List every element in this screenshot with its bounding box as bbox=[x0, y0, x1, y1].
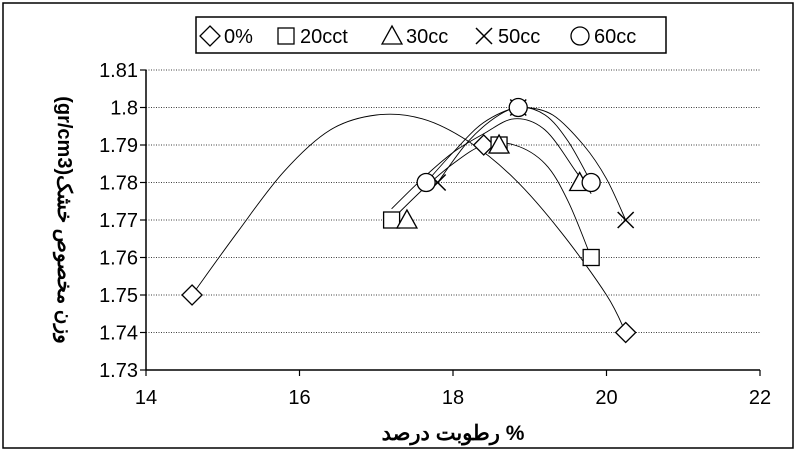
data-point-triangle bbox=[395, 208, 419, 229]
y-tick-label: 1.78 bbox=[99, 173, 138, 195]
legend-label: 60cc bbox=[594, 26, 636, 48]
data-point-circle bbox=[416, 172, 436, 193]
x-marker-stroke bbox=[617, 211, 635, 229]
data-point-square bbox=[582, 248, 600, 267]
y-tick-label: 1.77 bbox=[99, 210, 138, 232]
x-marker-stroke bbox=[475, 27, 493, 45]
legend-label: 30cc bbox=[406, 26, 448, 48]
x-tick-label: 18 bbox=[442, 387, 464, 409]
legend-items: 0% 20cct 30cc 50cc 60cc bbox=[199, 24, 636, 48]
series-curve-diamond bbox=[191, 113, 627, 333]
data-point-circle bbox=[508, 97, 528, 118]
series-curve-x bbox=[437, 107, 627, 221]
legend: 0% 20cct 30cc 50cc 60cc bbox=[195, 16, 667, 54]
legend-marker-square bbox=[277, 27, 295, 45]
plot-area bbox=[146, 70, 760, 370]
legend-label: 20cct bbox=[300, 26, 348, 48]
x-tick-label: 22 bbox=[749, 387, 771, 409]
x-tick-label: 16 bbox=[288, 387, 310, 409]
y-tick-label: 1.75 bbox=[99, 285, 138, 307]
legend-marker-diamond bbox=[199, 25, 221, 47]
x-axis-label: رطوبت درصد % bbox=[382, 422, 525, 446]
marker-layer bbox=[181, 97, 637, 344]
data-point-diamond bbox=[614, 321, 637, 344]
y-tick-label: 1.81 bbox=[99, 60, 138, 82]
y-tick-label: 1.76 bbox=[99, 248, 138, 270]
legend-marker-circle bbox=[570, 26, 590, 46]
legend-label: 0% bbox=[224, 26, 253, 48]
legend-label: 50cc bbox=[498, 26, 540, 48]
legend-marker-triangle bbox=[380, 24, 404, 45]
legend-marker-x bbox=[475, 27, 493, 45]
x-tick-label: 14 bbox=[135, 387, 157, 409]
data-point-x bbox=[617, 211, 635, 229]
y-tick-label: 1.8 bbox=[110, 98, 138, 120]
tick-label-layer: 1.73 1.74 1.75 1.76 1.77 1.78 1.79 1.8 1.81 14 16 1… bbox=[99, 60, 771, 409]
data-point-diamond bbox=[472, 134, 495, 156]
data-point-square bbox=[382, 211, 401, 229]
data-point-diamond bbox=[181, 284, 203, 306]
y-axis-label: (gr/cm3)وزن مخصوص خشک bbox=[52, 96, 75, 344]
y-tick-label: 1.74 bbox=[99, 323, 138, 345]
axis-layer bbox=[140, 69, 761, 376]
data-point-circle bbox=[581, 172, 601, 193]
y-tick-label: 1.73 bbox=[99, 360, 138, 382]
data-point-triangle bbox=[487, 133, 511, 154]
y-tick-label: 1.79 bbox=[99, 135, 138, 157]
x-tick-label: 20 bbox=[595, 387, 617, 409]
